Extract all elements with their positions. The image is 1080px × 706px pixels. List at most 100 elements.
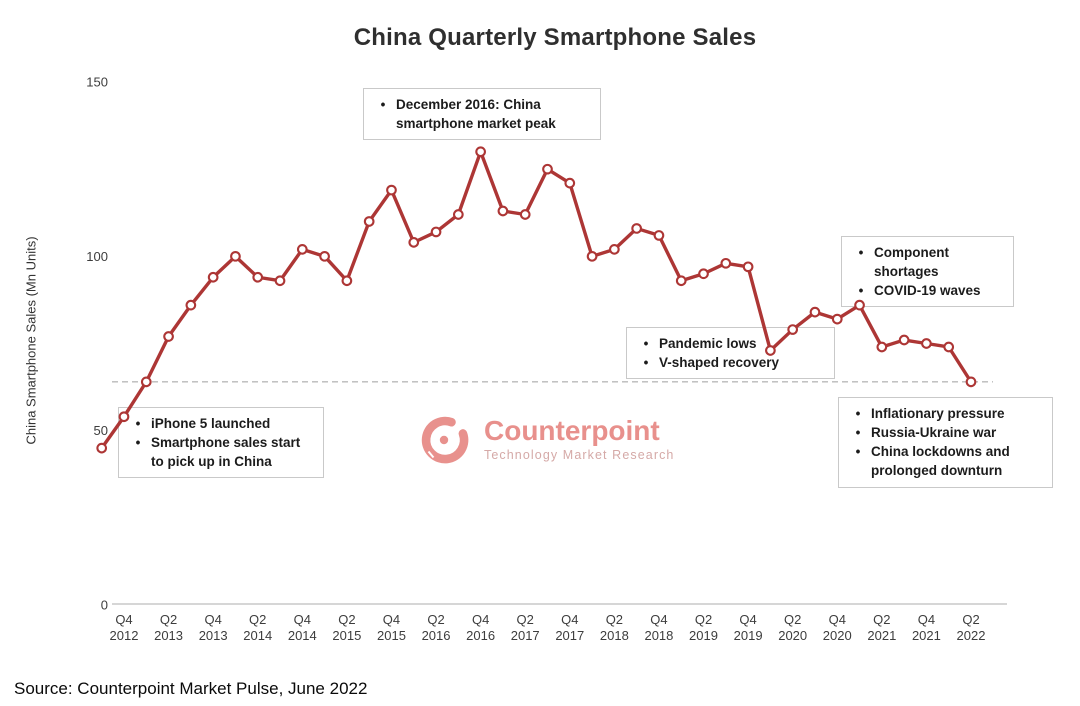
data-point-marker xyxy=(943,341,955,353)
annotation-text: V-shaped recovery xyxy=(659,355,780,371)
x-tick-label: Q2 2022 xyxy=(957,612,986,643)
data-point-marker xyxy=(742,261,754,273)
data-point-marker xyxy=(698,268,709,280)
annotation-text: Russia-Ukraine war xyxy=(871,425,997,441)
bullet-icon: • xyxy=(855,406,861,421)
data-point-marker xyxy=(230,250,241,262)
annotation-line: • Pandemic lows xyxy=(633,334,826,353)
annotation-line: • China lockdowns and prolonged downturn xyxy=(845,442,1044,480)
data-point-marker xyxy=(207,271,219,283)
data-point-marker xyxy=(475,146,486,158)
x-tick-label: Q2 2016 xyxy=(422,612,451,643)
annotation-text: Component shortages xyxy=(874,245,949,280)
counterpoint-logo-icon xyxy=(421,416,469,464)
x-tick-label: Q2 2014 xyxy=(243,612,272,643)
annotation-text: COVID-19 waves xyxy=(874,283,981,299)
data-point-marker xyxy=(519,209,531,220)
x-tick-label: Q4 2016 xyxy=(466,612,495,643)
watermark-tagline: Technology Market Research xyxy=(484,448,675,463)
data-point-marker xyxy=(675,275,687,287)
annotation-text: iPhone 5 launched xyxy=(151,416,271,431)
bullet-icon: • xyxy=(643,355,649,371)
annotation-line: • V-shaped recovery xyxy=(633,353,826,372)
annotation-text: Smartphone sales start to pick up in Chi… xyxy=(151,435,301,470)
x-tick-label: Q4 2019 xyxy=(734,612,763,643)
data-point-marker xyxy=(408,237,420,248)
data-point-marker xyxy=(720,257,732,269)
bullet-icon: • xyxy=(135,416,141,431)
data-point-marker xyxy=(898,334,910,346)
data-point-marker xyxy=(586,250,598,262)
data-point-marker xyxy=(274,275,286,287)
data-point-marker xyxy=(653,230,665,241)
x-tick-label: Q4 2015 xyxy=(377,612,406,643)
x-tick-label: Q4 2021 xyxy=(912,612,941,643)
annotation-text: China lockdowns and prolonged downturn xyxy=(871,444,1010,479)
data-point-marker xyxy=(965,376,977,388)
data-point-marker xyxy=(163,331,174,342)
data-point-marker xyxy=(921,338,932,349)
data-point-marker xyxy=(319,250,330,262)
x-tick-label: Q4 2018 xyxy=(644,612,673,643)
watermark-brand-name: Counterpoint xyxy=(484,415,660,446)
y-tick-label: 0 xyxy=(101,598,108,613)
bullet-icon: • xyxy=(380,97,386,112)
data-point-marker xyxy=(564,177,576,189)
data-point-marker xyxy=(831,313,843,325)
x-tick-label: Q4 2014 xyxy=(288,612,317,643)
y-tick-label: 100 xyxy=(86,249,108,264)
x-tick-label: Q2 2020 xyxy=(778,612,807,643)
bullet-icon: • xyxy=(858,245,864,260)
annotation-line: • COVID-19 waves xyxy=(848,281,1005,300)
data-point-marker xyxy=(497,205,509,217)
data-point-marker xyxy=(185,299,197,311)
annotation-peak-box: • December 2016: China smartphone market… xyxy=(363,88,601,141)
data-point-marker xyxy=(341,275,353,287)
x-tick-label: Q4 2017 xyxy=(555,612,584,643)
y-tick-label: 50 xyxy=(94,423,108,438)
annotation-downturn-box: • Inflationary pressure • Russia-Ukraine… xyxy=(838,397,1053,488)
data-point-marker xyxy=(386,184,397,196)
data-point-marker xyxy=(96,442,108,454)
source-caption: Source: Counterpoint Market Pulse, June … xyxy=(14,679,368,698)
data-point-marker xyxy=(876,341,888,353)
x-tick-label: Q4 2013 xyxy=(199,612,228,643)
x-tick-label: Q4 2012 xyxy=(110,612,139,643)
annotation-line: • iPhone 5 launched xyxy=(125,414,315,433)
bullet-icon: • xyxy=(855,444,861,460)
counterpoint-watermark: Counterpoint Technology Market Research xyxy=(417,410,674,468)
annotation-shortages-box: • Component shortages • COVID-19 waves xyxy=(841,236,1014,308)
annotation-line: • Russia-Ukraine war xyxy=(845,423,1044,442)
x-tick-label: Q2 2021 xyxy=(867,612,896,643)
annotation-text: Inflationary pressure xyxy=(871,406,1005,421)
x-tick-label: Q4 2020 xyxy=(823,612,852,643)
x-tick-label: Q2 2013 xyxy=(154,612,183,643)
annotation-text: Pandemic lows xyxy=(659,336,757,351)
data-point-marker xyxy=(430,226,442,238)
bullet-icon: • xyxy=(855,425,861,441)
x-tick-label: Q2 2018 xyxy=(600,612,629,643)
data-point-marker xyxy=(542,163,553,175)
bullet-icon: • xyxy=(858,283,864,299)
data-point-marker xyxy=(609,244,620,255)
bullet-icon: • xyxy=(643,336,649,351)
annotation-text: December 2016: China smartphone market p… xyxy=(396,97,556,132)
annotation-line: • Inflationary pressure xyxy=(845,404,1044,423)
y-axis-title: China Smartphone Sales (Mn Units) xyxy=(23,236,39,445)
data-point-marker xyxy=(809,306,821,318)
x-tick-label: Q2 2015 xyxy=(332,612,361,643)
x-tick-label: Q2 2019 xyxy=(689,612,718,643)
y-tick-label: 150 xyxy=(86,75,108,90)
watermark-text: Counterpoint Technology Market Research xyxy=(484,410,675,463)
annotation-line: • Component shortages xyxy=(848,243,1005,281)
data-point-marker xyxy=(252,271,264,283)
annotation-iphone-box: • iPhone 5 launched • Smartphone sales s… xyxy=(118,407,324,479)
data-point-marker xyxy=(631,223,643,234)
data-point-marker xyxy=(452,209,464,220)
data-point-marker xyxy=(296,244,308,255)
data-point-marker xyxy=(140,376,152,388)
annotation-pandemic-box: • Pandemic lows • V-shaped recovery xyxy=(626,327,835,380)
chart-title: China Quarterly Smartphone Sales xyxy=(353,24,757,51)
annotation-line: • Smartphone sales start to pick up in C… xyxy=(125,433,315,471)
